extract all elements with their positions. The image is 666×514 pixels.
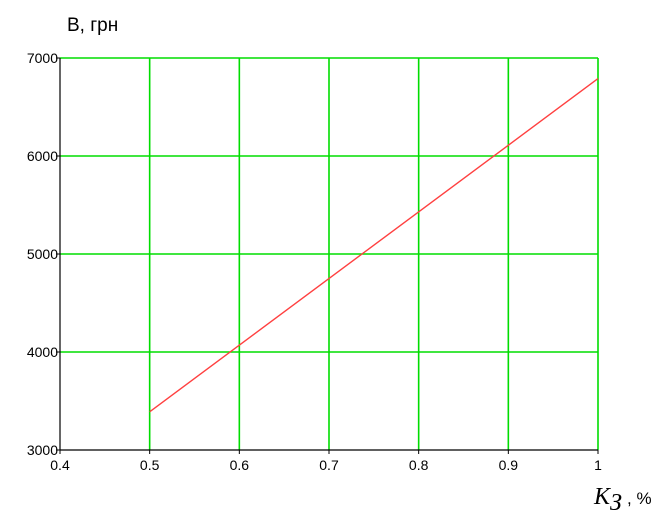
grid (60, 57, 599, 450)
series-line (149, 78, 599, 413)
x-axis-label-unit: , % (627, 489, 652, 508)
tick-labels: 0.4 0.5 0.6 0.7 0.8 0.9 1 3000 4000 5000 6000 7000 (27, 50, 602, 473)
y-tick-label: 7000 (27, 50, 58, 66)
axes (56, 57, 599, 454)
x-axis-label: K З , % (593, 484, 652, 514)
x-axis-label-subscript: З (610, 490, 622, 514)
y-tick-label: 3000 (27, 442, 58, 458)
x-tick-label: 0.5 (140, 457, 160, 473)
y-tick-label: 6000 (27, 148, 58, 164)
series-group (149, 78, 599, 413)
y-tick-label: 5000 (27, 246, 58, 262)
x-axis-label-symbol: K (593, 484, 612, 510)
x-tick-label: 0.8 (409, 457, 429, 473)
x-tick-label: 0.4 (50, 457, 70, 473)
x-tick-label: 1 (594, 457, 602, 473)
x-tick-label: 0.9 (499, 457, 519, 473)
y-axis-label: В, грн (67, 15, 118, 36)
x-tick-label: 0.6 (230, 457, 250, 473)
x-tick-label: 0.7 (319, 457, 339, 473)
y-tick-label: 4000 (27, 344, 58, 360)
